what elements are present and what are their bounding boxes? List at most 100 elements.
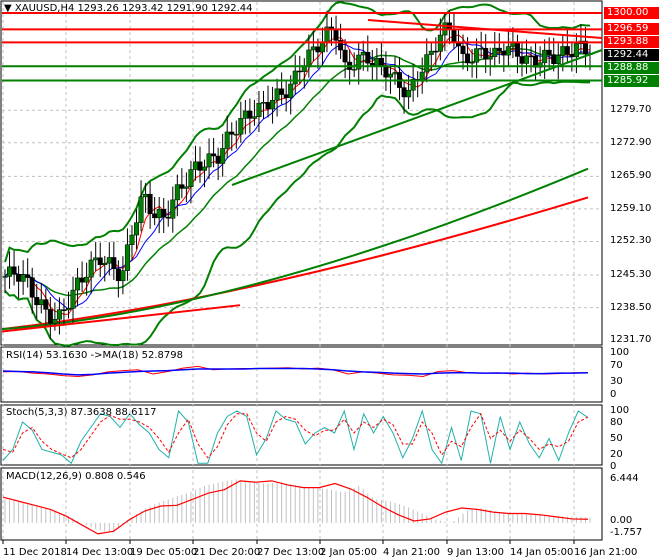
candle-body — [43, 299, 49, 310]
candle-body — [2, 276, 8, 278]
candle-body — [551, 54, 557, 65]
stoch-signal-line — [2, 412, 589, 459]
candle-body — [469, 61, 475, 64]
macd-axis-label: 6.444 — [610, 473, 639, 485]
candle-body — [365, 51, 371, 64]
candle-body — [483, 48, 489, 60]
candle-body — [319, 41, 325, 53]
time-axis-label: 2 Jan 05:00 — [320, 547, 377, 558]
candle-body — [161, 209, 167, 218]
time-axis-label: 14 Jan 05:00 — [510, 547, 574, 558]
candle-body — [11, 266, 17, 275]
candle-body — [519, 56, 525, 64]
candle-body — [401, 87, 407, 98]
price-axis-label: 1245.30 — [610, 269, 652, 280]
macd-axis-label: -1.757 — [610, 527, 643, 538]
candle-body — [34, 297, 40, 306]
candle-body — [524, 55, 530, 64]
stoch-axis-label: 0 — [610, 461, 617, 472]
candle-body — [115, 268, 121, 282]
candle-body — [306, 49, 312, 66]
time-axis-label: 16 Jan 21:00 — [574, 547, 638, 558]
candle-body — [283, 94, 289, 99]
candle-body — [233, 133, 239, 136]
lower-red-trendline — [1, 304, 241, 333]
candle-body — [460, 45, 466, 55]
candle-body — [97, 257, 103, 265]
macd-axis-label: 0.00 — [610, 515, 633, 526]
candle-body — [374, 58, 380, 66]
candle-body — [79, 277, 85, 283]
candle-body — [451, 28, 457, 43]
price-tag: 1296.59 — [604, 23, 659, 36]
candle-body — [478, 48, 484, 50]
time-axis-label: 9 Jan 13:00 — [447, 547, 504, 558]
candle-body — [351, 68, 357, 71]
rsi-label: RSI(14) 53.1630 ->MA(18) 52.8798 — [6, 350, 183, 361]
candle-body — [192, 161, 198, 170]
candle-body — [102, 262, 108, 265]
candle-body — [333, 29, 339, 41]
candle-body — [274, 88, 280, 101]
candle-body — [569, 54, 575, 58]
candle-body — [188, 169, 194, 188]
rsi-axis-label: 30 — [610, 376, 623, 388]
candle-body — [256, 102, 262, 117]
candle-body — [120, 270, 126, 282]
candle-body — [25, 274, 31, 278]
price-axis-label: 1259.10 — [610, 202, 652, 214]
candle-body — [215, 155, 221, 164]
time-axis-label: 4 Jan 21:00 — [383, 547, 440, 558]
candle-body — [56, 309, 62, 320]
candle-body — [61, 309, 67, 311]
candle-body — [465, 53, 471, 64]
candle-body — [152, 213, 158, 219]
panel-frame-2 — [0, 404, 603, 466]
dropdown-triangle-icon[interactable]: ▼ — [4, 3, 12, 14]
candle-body — [247, 110, 253, 119]
candle-body — [573, 43, 579, 58]
candle-body — [211, 153, 217, 157]
rsi-ma-line — [2, 367, 589, 376]
candle-body — [7, 266, 13, 277]
price-tag: 1293.88 — [604, 36, 659, 49]
stoch-axis-label: 20 — [610, 449, 623, 460]
candle-body — [528, 55, 534, 58]
candle-body — [106, 257, 112, 264]
candle-body — [251, 116, 257, 119]
candle-body — [70, 289, 76, 309]
candle-body — [170, 199, 176, 219]
panel-frame-0 — [0, 0, 603, 346]
ohlc-values: 1293.26 1293.42 1291.90 1292.44 — [77, 3, 253, 14]
candle-body — [315, 46, 321, 53]
candle-body — [542, 49, 548, 64]
time-axis-label: 11 Dec 2018 — [3, 547, 67, 558]
rsi-axis-label: 100 — [610, 347, 630, 358]
candle-body — [514, 42, 520, 57]
candle-body — [47, 309, 53, 324]
candle-body — [492, 47, 498, 57]
time-axis-label: 21 Dec 20:00 — [193, 547, 261, 558]
candle-body — [288, 83, 294, 99]
rsi-axis-label: 0 — [610, 389, 617, 400]
stoch-label: Stoch(5,3,3) 87.3638 88.6117 — [6, 407, 157, 418]
price-axis-label: 1279.70 — [610, 104, 652, 116]
candle-body — [392, 72, 398, 75]
candle-body — [369, 62, 375, 66]
candle-body — [433, 50, 439, 53]
macd-label: MACD(12,26,9) 0.808 0.546 — [6, 471, 146, 482]
panel-frame-3 — [0, 467, 603, 541]
price-axis-label: 1265.90 — [610, 170, 652, 182]
candle-body — [224, 131, 230, 149]
candle-body — [387, 73, 393, 78]
panel-frame-1 — [0, 346, 603, 403]
price-tag: 1288.88 — [604, 62, 659, 75]
candle-body — [555, 55, 561, 65]
candle-body — [292, 70, 298, 85]
candle-body — [496, 47, 502, 52]
candle-body — [242, 110, 248, 119]
candle-body — [546, 49, 552, 55]
macd-signal-line — [2, 480, 589, 535]
candle-body — [238, 118, 244, 135]
